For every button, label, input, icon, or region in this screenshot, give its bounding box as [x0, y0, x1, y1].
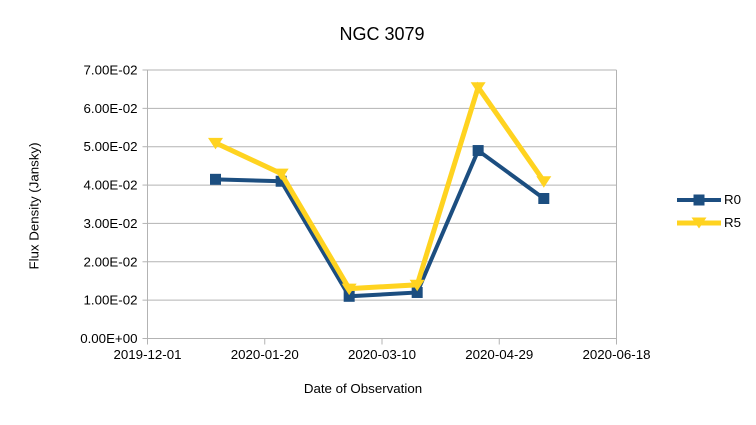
legend: R0 R5 — [677, 188, 741, 234]
data-point-r5 — [341, 283, 357, 296]
y-tick-label: 6.00E-02 — [84, 101, 138, 116]
legend-item-r0: R0 — [677, 188, 741, 211]
series-line-r0 — [215, 147, 545, 299]
y-tick-label: 1.00E-02 — [84, 293, 138, 308]
y-tick-label: 3.00E-02 — [84, 216, 138, 231]
data-point-r0 — [411, 286, 423, 298]
data-point-r5 — [409, 279, 425, 292]
data-point-r5 — [273, 168, 289, 181]
r0-line-square-marker-icon — [677, 194, 721, 205]
y-tick-label: 0.00E+00 — [80, 331, 137, 346]
chart-title: NGC 3079 — [339, 24, 425, 44]
data-point-r0 — [538, 192, 550, 204]
data-point-r0 — [472, 145, 484, 157]
y-tick-label: 4.00E-02 — [84, 178, 138, 193]
data-point-r0 — [275, 175, 287, 187]
y-tick-label: 5.00E-02 — [84, 139, 138, 154]
x-tick-label: 2019-12-01 — [113, 347, 181, 362]
series-line-r5 — [214, 81, 546, 292]
data-point-r0 — [343, 290, 355, 302]
r5-line-triangle-marker-icon — [677, 217, 721, 228]
x-tick-label: 2020-01-20 — [231, 347, 299, 362]
data-point-r5 — [470, 82, 486, 94]
x-tick-label: 2020-06-18 — [582, 347, 650, 362]
data-point-r5 — [208, 137, 224, 150]
y-tick-label: 2.00E-02 — [84, 254, 138, 269]
legend-label-r5: R5 — [724, 215, 741, 230]
data-point-r0 — [210, 173, 222, 185]
legend-item-r5: R5 — [677, 211, 741, 234]
x-tick-label: 2020-03-10 — [348, 347, 416, 362]
legend-label-r0: R0 — [724, 192, 741, 207]
x-tick-label: 2020-04-29 — [465, 347, 533, 362]
data-point-r5 — [536, 176, 552, 188]
x-axis-title: Date of Observation — [303, 381, 423, 396]
y-tick-label: 7.00E-02 — [84, 63, 138, 78]
